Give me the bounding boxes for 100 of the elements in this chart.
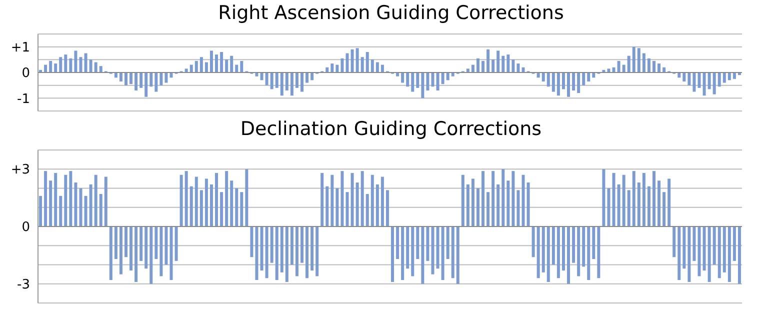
bar xyxy=(376,184,379,226)
bar xyxy=(552,226,555,265)
bar xyxy=(270,72,274,90)
bar xyxy=(109,226,112,280)
bar xyxy=(542,72,545,82)
bar xyxy=(184,68,188,72)
bar xyxy=(200,57,203,72)
bar xyxy=(431,226,434,274)
bar xyxy=(54,64,58,72)
bar xyxy=(99,66,102,72)
bar xyxy=(401,226,404,280)
bar xyxy=(446,72,450,80)
bar xyxy=(180,174,183,226)
bar xyxy=(688,226,691,282)
bar xyxy=(306,72,309,83)
bar xyxy=(722,72,726,83)
bar xyxy=(69,58,72,72)
bar xyxy=(456,226,460,284)
bar xyxy=(546,72,550,87)
bar xyxy=(446,226,450,260)
bar xyxy=(140,226,143,261)
bar xyxy=(582,72,586,86)
bar xyxy=(632,171,636,226)
bar xyxy=(370,60,374,72)
y-tick-label: +1 xyxy=(10,40,30,56)
bar xyxy=(260,72,264,80)
bar xyxy=(316,226,319,276)
bar xyxy=(366,52,369,72)
bar xyxy=(516,64,520,72)
bar xyxy=(698,226,701,276)
bar xyxy=(265,72,268,86)
bar xyxy=(330,174,334,226)
bar xyxy=(194,60,198,72)
bar xyxy=(587,72,590,82)
bar xyxy=(275,72,278,88)
bar xyxy=(84,53,88,72)
bar xyxy=(340,58,344,72)
bar xyxy=(280,72,284,96)
bar xyxy=(340,171,344,226)
bar xyxy=(39,196,42,226)
bar xyxy=(380,64,384,72)
bar xyxy=(280,226,284,272)
bar xyxy=(642,53,646,72)
bar xyxy=(411,72,414,92)
bar xyxy=(536,226,540,278)
bar xyxy=(326,186,329,226)
bar xyxy=(160,226,163,276)
bar xyxy=(275,226,278,280)
bar xyxy=(164,72,168,83)
bar xyxy=(652,171,656,226)
bar xyxy=(94,174,98,226)
bar xyxy=(150,226,153,284)
bar xyxy=(346,192,349,226)
bar xyxy=(130,72,133,84)
bar xyxy=(290,226,294,265)
bar xyxy=(702,72,706,96)
bar xyxy=(104,176,108,226)
bar xyxy=(49,60,52,72)
bar xyxy=(285,226,288,282)
bar xyxy=(542,226,545,272)
bar xyxy=(526,182,530,226)
bar xyxy=(200,190,203,226)
bar xyxy=(712,226,716,265)
bar xyxy=(441,72,444,84)
bar xyxy=(728,226,731,282)
bar xyxy=(647,186,650,226)
bar xyxy=(396,226,400,260)
bar xyxy=(215,172,218,226)
bar xyxy=(617,184,620,226)
bar xyxy=(708,226,711,282)
bar xyxy=(160,72,163,86)
bar xyxy=(577,72,580,94)
bar xyxy=(652,60,656,72)
y-tick-label: -3 xyxy=(17,277,30,292)
bar xyxy=(401,72,404,83)
bar xyxy=(647,58,650,72)
bar xyxy=(431,72,434,87)
bar xyxy=(516,190,520,226)
bar xyxy=(582,226,586,267)
bar xyxy=(572,226,576,263)
bar xyxy=(235,64,238,72)
bar xyxy=(225,171,228,226)
bar xyxy=(698,72,701,88)
bar xyxy=(230,56,234,72)
bar xyxy=(225,60,228,72)
bar xyxy=(406,72,410,87)
bar xyxy=(637,182,640,226)
bar xyxy=(295,72,298,88)
bar xyxy=(607,68,610,72)
bar xyxy=(190,64,193,72)
chart-title: Declination Guiding Corrections xyxy=(239,117,543,142)
bar xyxy=(416,72,420,88)
bar xyxy=(330,64,334,72)
bar xyxy=(360,57,364,72)
bar xyxy=(662,192,666,226)
bar xyxy=(506,54,510,72)
bar xyxy=(627,190,630,226)
bar xyxy=(250,226,254,258)
bar xyxy=(672,226,676,258)
bar xyxy=(119,72,122,82)
